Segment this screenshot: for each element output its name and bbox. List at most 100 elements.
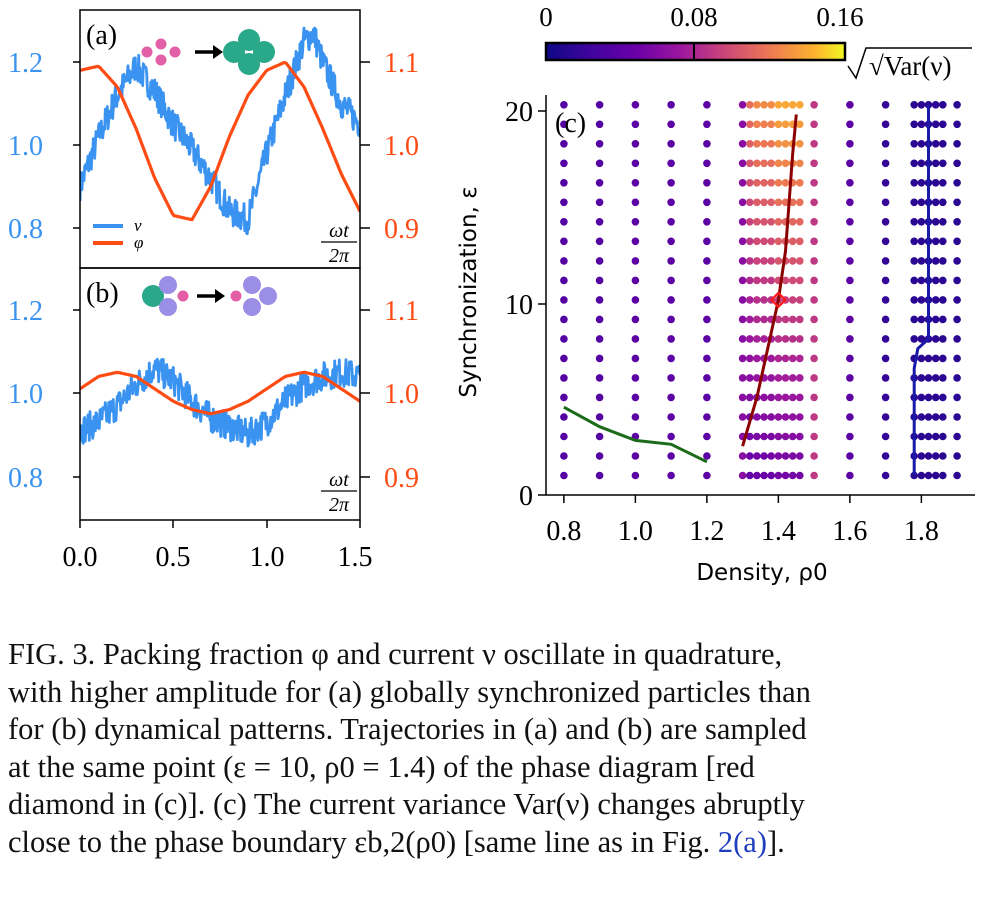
phase-point <box>595 159 604 168</box>
phase-point <box>846 140 854 148</box>
panel-b-right-axis: 1.1 1.0 0.9 <box>360 296 419 494</box>
phase-point <box>760 471 768 480</box>
phase-point <box>917 296 926 304</box>
phase-point <box>753 101 761 109</box>
phase-point <box>753 354 761 363</box>
phase-point <box>767 101 775 109</box>
phase-point <box>703 315 711 324</box>
c-x-tick-label: 0.8 <box>546 516 581 547</box>
a-right-tick-label: 1.1 <box>384 48 419 79</box>
phase-point <box>667 101 675 109</box>
phase-point <box>760 452 768 460</box>
phase-point <box>746 198 754 207</box>
separated-particles-icon <box>230 276 277 316</box>
phase-point <box>846 276 854 285</box>
phase-point <box>939 471 947 480</box>
phase-point <box>796 257 804 265</box>
b-left-tick-label: 1.0 <box>8 379 43 410</box>
caption-line-last: close to the phase boundary εb,2(ρ0) [sa… <box>8 824 998 862</box>
phase-point <box>881 335 890 343</box>
phase-point <box>924 471 933 480</box>
phase-point <box>810 374 818 382</box>
phase-point <box>788 257 797 265</box>
phase-point <box>774 413 783 421</box>
phase-point <box>774 101 783 109</box>
phase-point <box>746 374 754 382</box>
figure-reference-link[interactable]: 2(a) <box>717 824 767 859</box>
phase-point <box>796 354 804 363</box>
phase-point <box>667 276 675 285</box>
phase-point <box>781 452 790 460</box>
phase-point <box>560 354 568 363</box>
phase-point <box>703 257 711 265</box>
phase-point <box>846 315 854 324</box>
colorbar-gradient <box>544 41 847 62</box>
phase-point <box>703 452 711 460</box>
phase-point <box>931 276 940 285</box>
phase-point <box>631 374 640 382</box>
phase-point <box>881 315 890 324</box>
phase-point <box>924 413 933 421</box>
phase-point <box>939 432 947 441</box>
phase-point <box>753 315 761 324</box>
phase-point <box>953 354 961 363</box>
phase-point <box>953 159 961 168</box>
phase-point <box>810 296 818 304</box>
phase-point <box>881 393 890 402</box>
phase-point <box>760 315 768 324</box>
phase-point <box>703 120 711 129</box>
phase-point <box>753 120 761 129</box>
phase-point <box>788 198 797 207</box>
red-diamond-marker-shape <box>769 291 787 309</box>
phase-point <box>753 159 761 168</box>
phase-point <box>760 159 768 168</box>
phase-point <box>953 452 961 460</box>
phase-point <box>846 296 854 304</box>
c-x-tick-label: 1.6 <box>832 516 867 547</box>
phase-point <box>767 413 775 421</box>
phase-point <box>746 218 754 226</box>
b-right-tick-label: 0.9 <box>384 463 419 494</box>
phase-point <box>760 179 768 187</box>
phase-point <box>631 101 640 109</box>
phase-point <box>917 354 926 363</box>
phase-point <box>746 452 754 460</box>
phase-point <box>846 257 854 265</box>
phase-point <box>595 315 604 324</box>
phase-point <box>881 257 890 265</box>
c-x-tick-label: 1.0 <box>618 516 653 547</box>
phase-point <box>796 276 804 285</box>
phase-point <box>910 296 918 304</box>
phase-point <box>917 257 926 265</box>
phase-point <box>953 471 961 480</box>
packing-fraction-phi-line <box>80 370 360 416</box>
phase-point <box>931 198 940 207</box>
phase-point <box>846 354 854 363</box>
a-time-unit: ωt 2π <box>321 220 357 267</box>
phase-point <box>953 120 961 129</box>
phase-point <box>774 159 783 168</box>
phase-point <box>767 471 775 480</box>
panel-b: (b) 1.2 1.0 0.8 1.1 <box>8 267 419 573</box>
b-left-tick-label: 1.2 <box>8 296 43 327</box>
phase-point <box>767 257 775 265</box>
phase-point <box>917 471 926 480</box>
red-diamond-marker <box>769 291 787 309</box>
phase-point <box>703 101 711 109</box>
phase-point <box>746 257 754 265</box>
phase-point <box>774 335 783 343</box>
b-right-tick-label: 1.0 <box>384 379 419 410</box>
phase-point <box>910 315 918 324</box>
phase-point <box>796 315 804 324</box>
pink-particles-icon <box>141 38 181 66</box>
phase-point <box>767 179 775 187</box>
phase-boundary-line <box>741 114 798 447</box>
phase-point <box>917 198 926 207</box>
b-x-tick-label: 1.5 <box>338 542 373 573</box>
phase-point <box>910 159 918 168</box>
phase-point <box>846 159 854 168</box>
phase-point <box>760 413 768 421</box>
phase-point <box>631 452 640 460</box>
phase-point <box>910 276 918 285</box>
phase-point <box>738 335 747 343</box>
